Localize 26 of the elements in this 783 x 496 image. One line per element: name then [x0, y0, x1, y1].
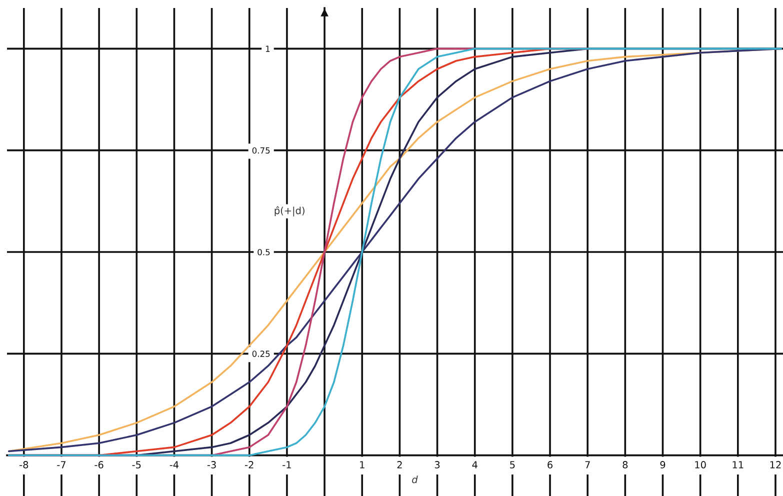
y-tick-label: 1 — [266, 46, 270, 52]
x-tick-label: 12 — [770, 461, 781, 468]
x-tick-label: 4 — [472, 461, 478, 468]
x-tick-label: 10 — [695, 461, 706, 468]
y-tick-label: 0.5 — [258, 248, 270, 256]
x-tick-label: 3 — [434, 461, 440, 468]
x-tick-label: 6 — [548, 461, 552, 468]
x-tick-label: 2 — [397, 461, 402, 468]
x-tick-label: 8 — [622, 461, 628, 468]
x-tick-label: -3 — [207, 461, 216, 468]
x-tick-label: -7 — [57, 461, 66, 468]
x-tick-label: -5 — [132, 461, 141, 468]
x-tick-label: -4 — [170, 461, 179, 468]
y-axis-title: p̂(+|d) — [274, 206, 304, 216]
x-tick-label: -2 — [245, 461, 254, 468]
x-axis-title: d — [412, 476, 418, 484]
x-tick-label: 9 — [660, 461, 666, 468]
x-tick-label: 1 — [360, 461, 364, 468]
x-tick-label: 5 — [510, 461, 515, 468]
x-tick-label: 11 — [732, 461, 744, 468]
x-tick-label: -8 — [20, 461, 28, 468]
x-tick-label: 7 — [585, 461, 590, 468]
y-tick-label: 0.25 — [252, 350, 270, 357]
y-tick-label: 0.75 — [252, 147, 270, 154]
x-tick-label: -6 — [94, 461, 104, 468]
x-tick-label: -1 — [282, 461, 291, 468]
